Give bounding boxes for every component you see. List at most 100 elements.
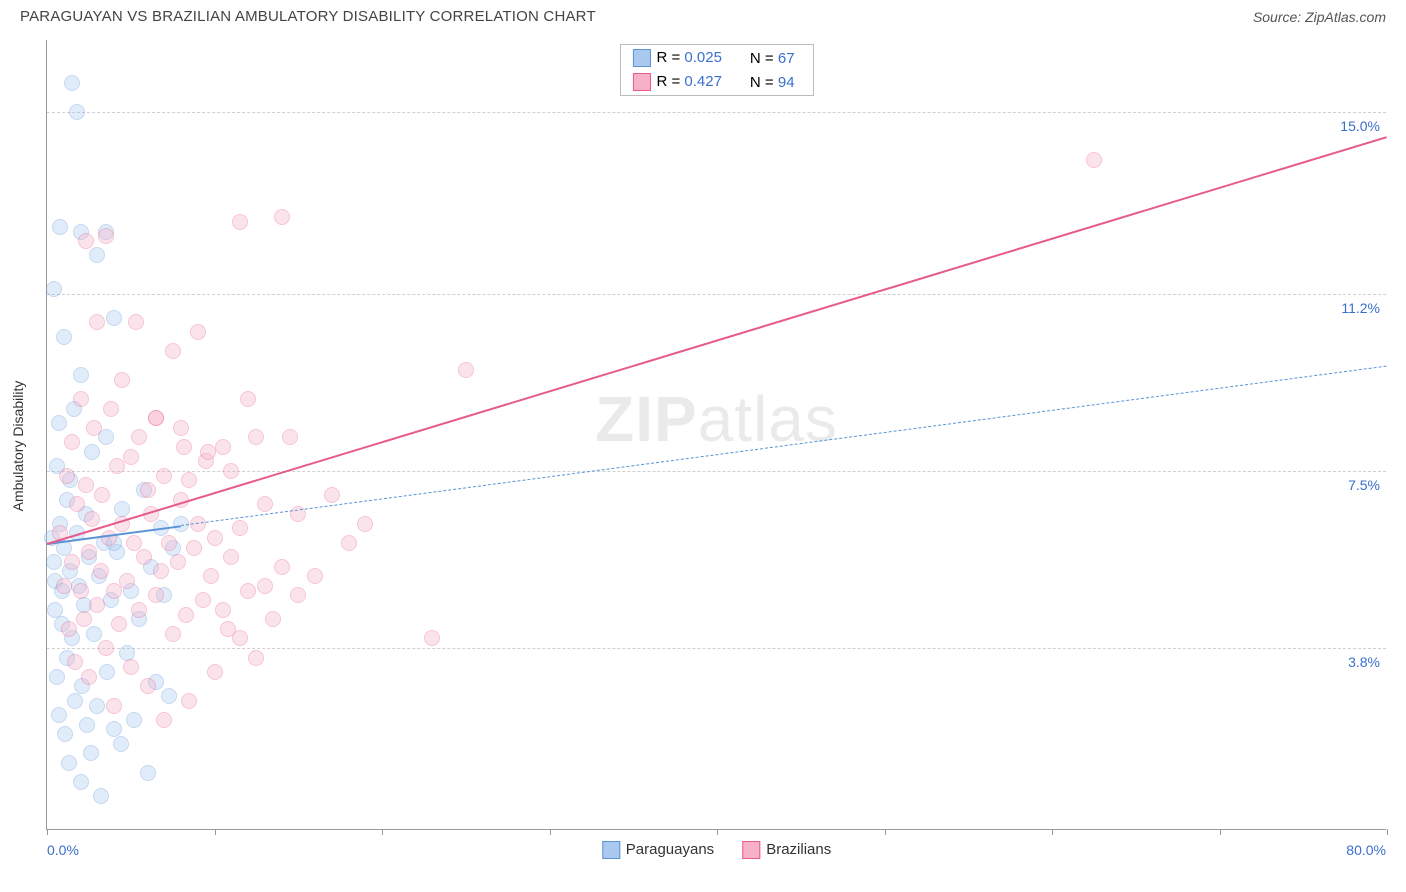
data-point-brazilians xyxy=(86,420,102,436)
data-point-brazilians xyxy=(69,496,85,512)
data-point-paraguayans xyxy=(99,664,115,680)
data-point-brazilians xyxy=(165,626,181,642)
y-tick-label: 11.2% xyxy=(1341,300,1380,316)
data-point-brazilians xyxy=(178,607,194,623)
trendline xyxy=(181,366,1387,526)
data-point-brazilians xyxy=(282,429,298,445)
scatter-chart: ZIPatlas R = 0.025N = 67R = 0.427N = 94 … xyxy=(46,40,1386,830)
x-min-label: 0.0% xyxy=(47,842,79,858)
legend-swatch xyxy=(632,73,650,91)
gridline xyxy=(47,471,1386,472)
x-tick xyxy=(47,829,48,835)
legend-R-value: 0.025 xyxy=(684,49,722,66)
y-tick-label: 7.5% xyxy=(1348,477,1380,493)
data-point-brazilians xyxy=(126,535,142,551)
data-point-brazilians xyxy=(200,444,216,460)
x-tick xyxy=(885,829,886,835)
data-point-paraguayans xyxy=(86,626,102,642)
data-point-paraguayans xyxy=(89,247,105,263)
data-point-brazilians xyxy=(458,362,474,378)
data-point-brazilians xyxy=(111,616,127,632)
data-point-brazilians xyxy=(101,530,117,546)
x-tick xyxy=(717,829,718,835)
data-point-brazilians xyxy=(148,410,164,426)
data-point-paraguayans xyxy=(69,104,85,120)
data-point-paraguayans xyxy=(51,415,67,431)
data-point-paraguayans xyxy=(126,712,142,728)
data-point-paraguayans xyxy=(67,693,83,709)
y-tick-label: 3.8% xyxy=(1348,654,1380,670)
x-tick xyxy=(1387,829,1388,835)
data-point-brazilians xyxy=(136,549,152,565)
data-point-brazilians xyxy=(290,587,306,603)
legend-swatch xyxy=(602,841,620,859)
data-point-paraguayans xyxy=(52,219,68,235)
data-point-brazilians xyxy=(61,621,77,637)
source-attribution: Source: ZipAtlas.com xyxy=(1253,9,1386,25)
legend-N-prefix: N = xyxy=(750,74,778,91)
legend-item-brazilians: Brazilians xyxy=(742,841,831,859)
data-point-brazilians xyxy=(341,535,357,551)
y-axis-label: Ambulatory Disability xyxy=(10,381,26,512)
data-point-brazilians xyxy=(114,372,130,388)
data-point-brazilians xyxy=(161,535,177,551)
data-point-brazilians xyxy=(232,520,248,536)
data-point-brazilians xyxy=(357,516,373,532)
x-tick xyxy=(1220,829,1221,835)
data-point-brazilians xyxy=(131,602,147,618)
data-point-paraguayans xyxy=(119,645,135,661)
data-point-brazilians xyxy=(56,578,72,594)
data-point-paraguayans xyxy=(93,788,109,804)
legend-label: Paraguayans xyxy=(626,841,714,858)
data-point-brazilians xyxy=(274,209,290,225)
data-point-paraguayans xyxy=(84,444,100,460)
data-point-brazilians xyxy=(89,314,105,330)
correlation-legend: R = 0.025N = 67R = 0.427N = 94 xyxy=(619,44,813,96)
data-point-brazilians xyxy=(59,468,75,484)
legend-row-paraguayans: R = 0.025N = 67 xyxy=(622,47,810,69)
legend-N-prefix: N = xyxy=(750,50,778,67)
data-point-brazilians xyxy=(248,429,264,445)
data-point-brazilians xyxy=(98,228,114,244)
watermark: ZIPatlas xyxy=(595,382,838,456)
data-point-paraguayans xyxy=(64,75,80,91)
legend-R-value: 0.427 xyxy=(684,73,722,90)
data-point-brazilians xyxy=(148,587,164,603)
data-point-brazilians xyxy=(223,463,239,479)
data-point-brazilians xyxy=(170,554,186,570)
data-point-paraguayans xyxy=(51,707,67,723)
data-point-brazilians xyxy=(153,563,169,579)
data-point-brazilians xyxy=(307,568,323,584)
legend-row-brazilians: R = 0.427 N = 94 xyxy=(622,71,810,93)
data-point-paraguayans xyxy=(46,281,62,297)
data-point-brazilians xyxy=(156,468,172,484)
legend-label: Brazilians xyxy=(766,841,831,858)
data-point-brazilians xyxy=(1086,152,1102,168)
data-point-paraguayans xyxy=(83,745,99,761)
data-point-brazilians xyxy=(140,678,156,694)
data-point-paraguayans xyxy=(61,755,77,771)
data-point-brazilians xyxy=(223,549,239,565)
watermark-atlas: atlas xyxy=(698,383,838,455)
data-point-brazilians xyxy=(165,343,181,359)
data-point-brazilians xyxy=(173,420,189,436)
x-max-label: 80.0% xyxy=(1346,842,1386,858)
data-point-brazilians xyxy=(215,602,231,618)
data-point-brazilians xyxy=(257,578,273,594)
data-point-brazilians xyxy=(78,477,94,493)
data-point-brazilians xyxy=(94,487,110,503)
gridline xyxy=(47,648,1386,649)
data-point-paraguayans xyxy=(161,688,177,704)
data-point-paraguayans xyxy=(46,554,62,570)
data-point-brazilians xyxy=(324,487,340,503)
legend-R-prefix: R = xyxy=(656,73,684,90)
trendline xyxy=(47,136,1388,545)
data-point-paraguayans xyxy=(49,669,65,685)
data-point-brazilians xyxy=(128,314,144,330)
data-point-brazilians xyxy=(119,573,135,589)
data-point-brazilians xyxy=(190,324,206,340)
legend-swatch xyxy=(742,841,760,859)
legend-N-value: 94 xyxy=(778,74,795,91)
data-point-brazilians xyxy=(64,434,80,450)
chart-title: PARAGUAYAN VS BRAZILIAN AMBULATORY DISAB… xyxy=(20,8,596,25)
